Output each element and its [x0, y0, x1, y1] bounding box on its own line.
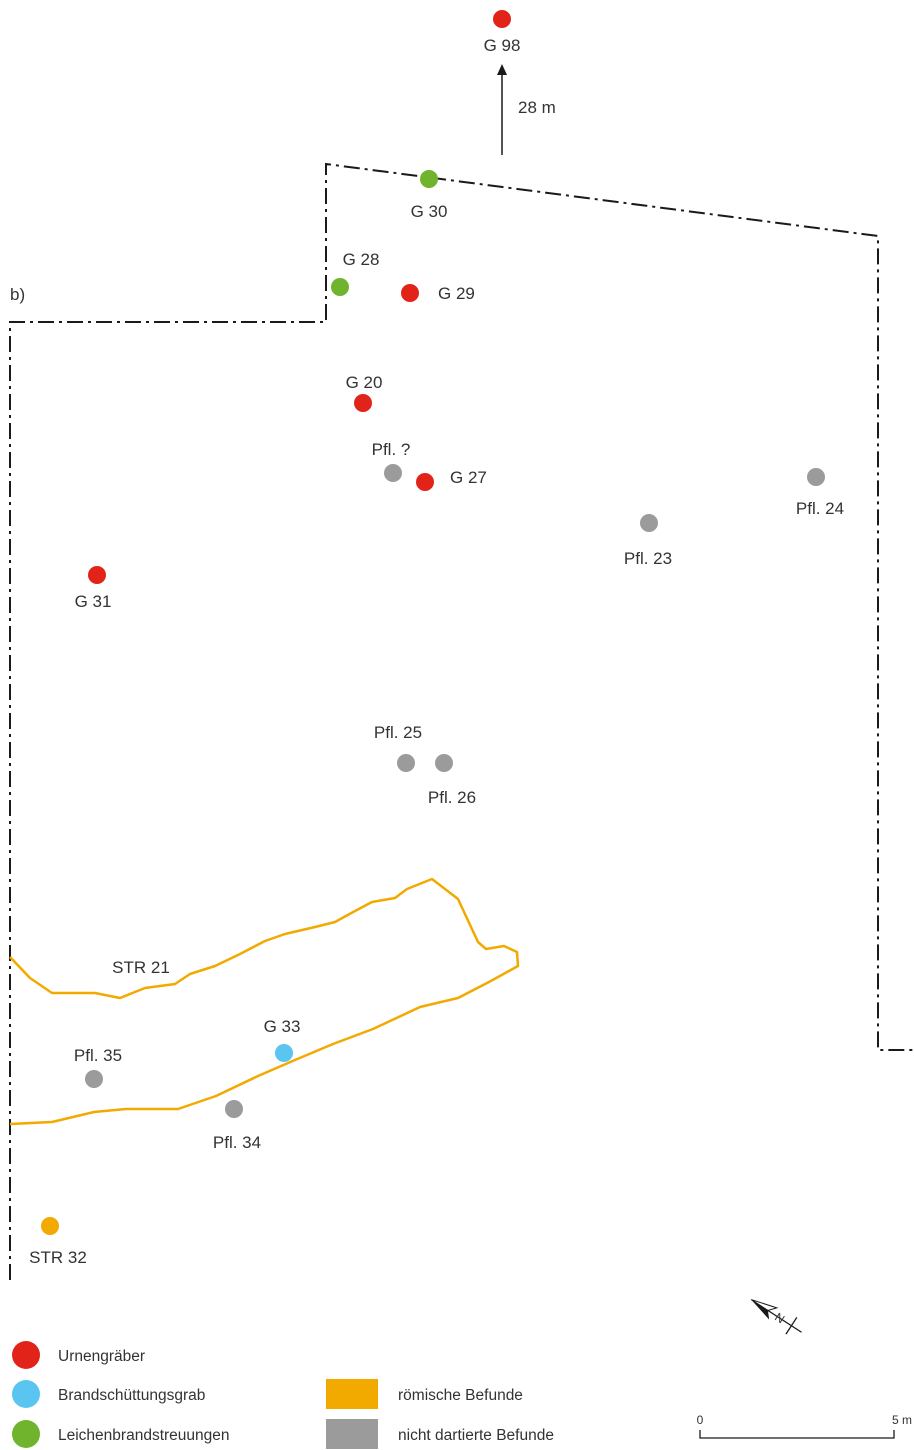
- scale-bar: 0 5 m: [697, 1413, 912, 1439]
- label-pfl-q: Pfl. ?: [372, 440, 411, 459]
- label-g31: G 31: [75, 592, 112, 611]
- label-pfl34: Pfl. 34: [213, 1133, 261, 1152]
- label-g30: G 30: [411, 202, 448, 221]
- label-pfl35: Pfl. 35: [74, 1046, 122, 1065]
- legend-swatch-undated: [326, 1419, 378, 1449]
- legend-label-undated: nicht dartierte Befunde: [398, 1427, 554, 1444]
- marker-g30: [420, 170, 438, 188]
- distance-arrow-head: [497, 64, 507, 75]
- distance-label: 28 m: [518, 98, 556, 117]
- marker-g29: [401, 284, 419, 302]
- marker-pfl26: [435, 754, 453, 772]
- marker-str32: [41, 1217, 59, 1235]
- marker-g31: [88, 566, 106, 584]
- north-arrow: N: [750, 1299, 802, 1335]
- scale-bar-start-label: 0: [697, 1413, 704, 1427]
- legend-label-urn: Urnengräber: [58, 1348, 145, 1365]
- legend-swatch-brandschuettung: [12, 1380, 40, 1408]
- label-pfl26: Pfl. 26: [428, 788, 476, 807]
- panel-label: b): [10, 285, 25, 304]
- legend-label-roman: römische Befunde: [398, 1387, 523, 1404]
- legend-label-brandschuettung: Brandschüttungsgrab: [58, 1387, 205, 1404]
- label-g28: G 28: [343, 250, 380, 269]
- label-str32: STR 32: [29, 1248, 87, 1267]
- label-pfl24: Pfl. 24: [796, 499, 844, 518]
- label-g98: G 98: [484, 36, 521, 55]
- label-str21: STR 21: [112, 958, 170, 977]
- marker-g98: [493, 10, 511, 28]
- scale-bar-line: [699, 1430, 895, 1439]
- marker-g20: [354, 394, 372, 412]
- label-g29: G 29: [438, 284, 475, 303]
- marker-g28: [331, 278, 349, 296]
- north-arrow-letter: N: [772, 1310, 787, 1326]
- marker-pfl23: [640, 514, 658, 532]
- marker-pfl-q: [384, 464, 402, 482]
- excavation-boundary: [9, 162, 914, 1280]
- label-g33: G 33: [264, 1017, 301, 1036]
- marker-pfl35: [85, 1070, 103, 1088]
- label-pfl25: Pfl. 25: [374, 723, 422, 742]
- legend-label-leichenbrand: Leichenbrandstreuungen: [58, 1427, 230, 1444]
- label-pfl23: Pfl. 23: [624, 549, 672, 568]
- legend-swatch-leichenbrand: [12, 1420, 40, 1448]
- marker-g27: [416, 473, 434, 491]
- str21-outline: [9, 877, 520, 1126]
- label-g27: G 27: [450, 468, 487, 487]
- legend: Urnengräber Brandschüttungsgrab Leichenb…: [12, 1341, 554, 1449]
- legend-swatch-roman: [326, 1379, 378, 1409]
- marker-pfl34: [225, 1100, 243, 1118]
- label-g20: G 20: [346, 373, 383, 392]
- marker-pfl25: [397, 754, 415, 772]
- marker-pfl24: [807, 468, 825, 486]
- scale-bar-end-label: 5 m: [892, 1413, 912, 1427]
- legend-swatch-urn: [12, 1341, 40, 1369]
- marker-g33: [275, 1044, 293, 1062]
